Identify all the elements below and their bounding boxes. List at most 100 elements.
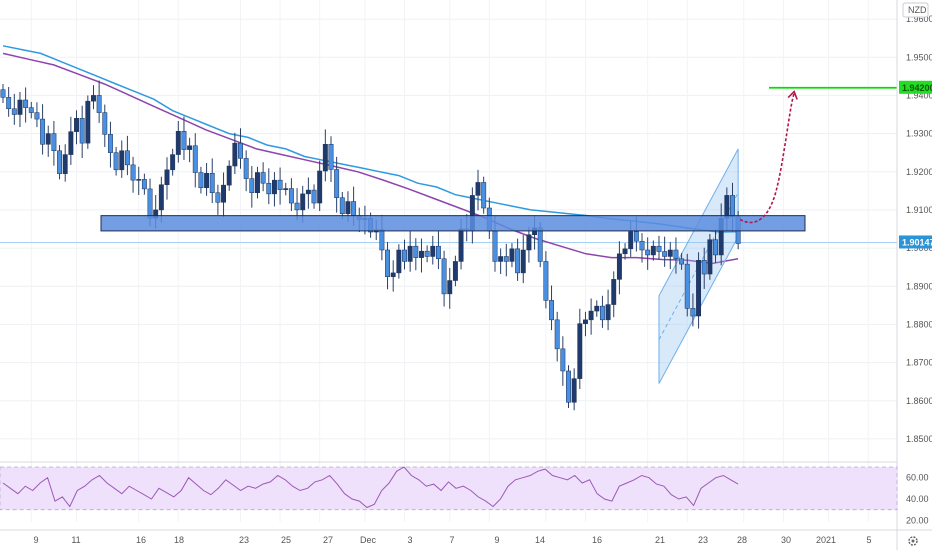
time-tick-label: 18 — [174, 535, 184, 545]
price-tick-label: 1.85000 — [906, 434, 932, 444]
time-tick-label: Dec — [360, 535, 377, 545]
rsi-line — [2, 466, 739, 509]
candle-body — [85, 100, 91, 144]
candle-body — [57, 150, 62, 174]
candle-body — [656, 245, 662, 252]
currency-badge-label: NZD — [908, 5, 927, 15]
candle-body — [577, 323, 583, 379]
candle-body — [724, 195, 730, 219]
candle-body — [305, 189, 311, 195]
time-tick-label: 28 — [737, 535, 747, 545]
candle-body — [266, 182, 272, 195]
candle-body — [175, 131, 181, 155]
candle-body — [430, 245, 436, 257]
candle-body — [124, 150, 130, 166]
candle-body — [102, 112, 108, 135]
candle-body — [396, 249, 402, 274]
candle-body — [645, 249, 651, 256]
last-price-tag — [899, 235, 932, 249]
price-tick-label: 1.87000 — [906, 358, 932, 368]
price-tick-label: 1.93000 — [906, 129, 932, 139]
candle-body — [599, 305, 605, 321]
price-tick-label: 1.96000 — [906, 14, 932, 24]
time-tick-label: 3 — [407, 535, 412, 545]
candle-body — [611, 279, 617, 305]
candle-body — [549, 300, 554, 321]
candle-body — [515, 248, 521, 274]
rsi-tick-label: 40.00 — [906, 494, 929, 504]
price-tick-label: 1.94000 — [906, 90, 932, 100]
candle-body — [696, 260, 702, 317]
rsi-tick-label: 20.00 — [906, 515, 929, 525]
candle-body — [571, 378, 577, 403]
price-tick-label: 1.89000 — [906, 281, 932, 291]
candle-body — [107, 134, 113, 153]
gear-icon[interactable] — [908, 536, 918, 546]
candle-body — [170, 154, 176, 171]
candle-body — [198, 172, 204, 189]
candle-body — [628, 231, 634, 250]
candle-body — [402, 249, 407, 262]
candle-body — [187, 145, 193, 150]
candle-body — [232, 142, 238, 167]
candle-body — [560, 348, 566, 372]
candle-body — [11, 108, 17, 115]
candle-body — [458, 228, 464, 262]
candle-body — [662, 251, 668, 257]
candle-body — [690, 308, 696, 317]
candle-body — [475, 182, 481, 196]
candle-body — [413, 245, 419, 258]
candle-body — [294, 202, 300, 211]
time-tick-label: 16 — [136, 535, 146, 545]
candle-body — [147, 188, 153, 219]
candle-body — [300, 193, 306, 211]
candle-body — [6, 97, 12, 110]
candle-body — [667, 249, 673, 257]
time-tick-label: 23 — [239, 535, 249, 545]
candle-body — [17, 99, 23, 115]
moving-average-purple — [2, 52, 739, 265]
candle-body — [249, 178, 255, 193]
candle-body — [509, 248, 515, 262]
candle-body — [351, 201, 357, 216]
candle-body — [526, 234, 532, 251]
candle-body — [379, 229, 385, 251]
candle-body — [0, 89, 6, 98]
moving-average-blue — [2, 45, 739, 233]
candle-body — [74, 118, 79, 132]
currency-badge — [902, 2, 929, 18]
candle-body — [328, 144, 334, 170]
candle-body — [204, 173, 210, 189]
candle-body — [91, 95, 96, 102]
candle-body — [566, 370, 571, 403]
candle-body — [650, 245, 656, 256]
candle-body — [385, 249, 390, 277]
candle-body — [424, 250, 430, 257]
candle-body — [164, 169, 170, 185]
candle-body — [441, 258, 447, 295]
candle-body — [130, 164, 136, 181]
candle-body — [520, 249, 526, 274]
candle-body — [277, 179, 283, 190]
candle-body — [34, 112, 40, 120]
candle-body — [192, 145, 198, 173]
price-tick-label: 1.92000 — [906, 167, 932, 177]
resistance-zone — [100, 215, 806, 232]
rsi-band — [0, 466, 898, 511]
time-tick-label: 9 — [33, 535, 38, 545]
candle-body — [713, 239, 718, 256]
candle-body — [543, 261, 549, 301]
target-price-tag-label: 1.94200 — [902, 83, 932, 93]
candle-body — [730, 195, 735, 218]
price-tick-label: 1.88000 — [906, 319, 932, 329]
candle-body — [554, 319, 560, 350]
candle-body — [243, 158, 249, 179]
candle-body — [288, 188, 294, 204]
gear-icon-hub — [911, 539, 915, 543]
candle-body — [40, 118, 46, 145]
candle-body — [79, 118, 85, 144]
time-tick-label: 7 — [449, 535, 454, 545]
price-tick-label: 1.86000 — [906, 396, 932, 406]
